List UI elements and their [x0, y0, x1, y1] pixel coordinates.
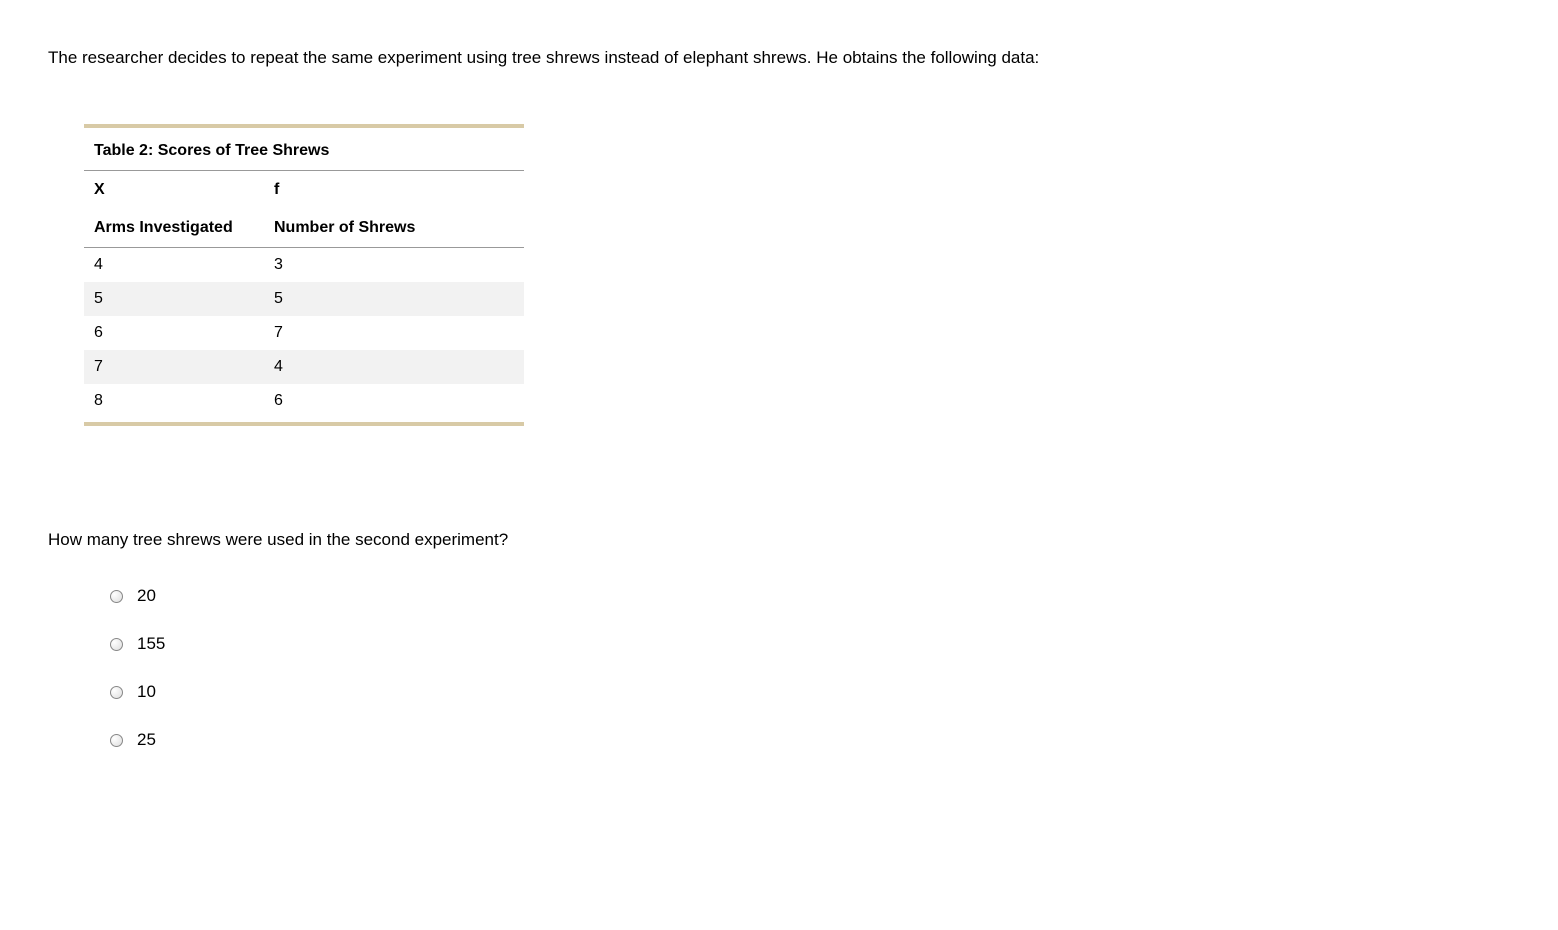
cell-x: 6: [84, 316, 264, 350]
col2-symbol-header: f: [264, 171, 524, 209]
table-row: 4 3: [84, 248, 524, 282]
option-row[interactable]: 20: [110, 586, 1510, 606]
cell-x: 7: [84, 350, 264, 384]
option-label: 25: [137, 730, 156, 750]
table-title: Table 2: Scores of Tree Shrews: [84, 128, 524, 171]
option-row[interactable]: 155: [110, 634, 1510, 654]
option-label: 10: [137, 682, 156, 702]
table-row: 7 4: [84, 350, 524, 384]
radio-icon[interactable]: [110, 590, 123, 603]
col2-label-header: Number of Shrews: [264, 209, 524, 247]
cell-f: 5: [264, 282, 524, 316]
cell-x: 5: [84, 282, 264, 316]
question-prompt: How many tree shrews were used in the se…: [48, 530, 1510, 550]
option-row[interactable]: 10: [110, 682, 1510, 702]
radio-icon[interactable]: [110, 686, 123, 699]
radio-icon[interactable]: [110, 734, 123, 747]
table-row: 8 6: [84, 384, 524, 422]
answer-options: 20 155 10 25: [110, 586, 1510, 750]
cell-f: 7: [264, 316, 524, 350]
intro-paragraph: The researcher decides to repeat the sam…: [48, 48, 1510, 68]
data-table: Table 2: Scores of Tree Shrews X f Arms …: [84, 124, 524, 426]
cell-f: 3: [264, 248, 524, 282]
table-row: 5 5: [84, 282, 524, 316]
cell-f: 4: [264, 350, 524, 384]
table-header-labels: Arms Investigated Number of Shrews: [84, 209, 524, 248]
cell-f: 6: [264, 384, 524, 422]
option-label: 155: [137, 634, 165, 654]
table-row: 6 7: [84, 316, 524, 350]
col1-label-header: Arms Investigated: [84, 209, 264, 247]
option-row[interactable]: 25: [110, 730, 1510, 750]
option-label: 20: [137, 586, 156, 606]
table-header-symbols: X f: [84, 171, 524, 209]
col1-symbol-header: X: [84, 171, 264, 209]
cell-x: 8: [84, 384, 264, 422]
cell-x: 4: [84, 248, 264, 282]
radio-icon[interactable]: [110, 638, 123, 651]
